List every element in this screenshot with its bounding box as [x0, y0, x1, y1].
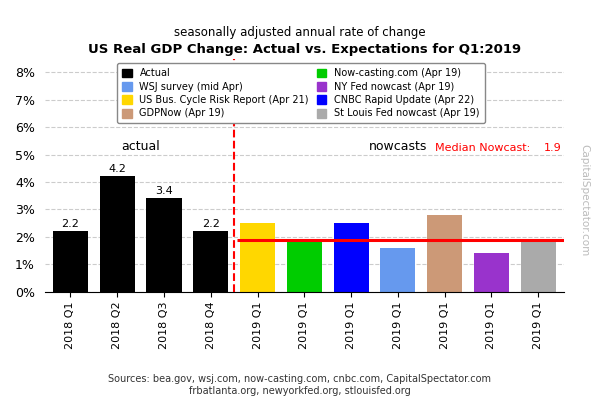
Text: Sources: bea.gov, wsj.com, now-casting.com, cnbc.com, CapitalSpectator.com
frbat: Sources: bea.gov, wsj.com, now-casting.c… — [109, 374, 491, 396]
Bar — [287, 240, 322, 292]
Text: 4.2: 4.2 — [108, 164, 126, 174]
Title: US Real GDP Change: Actual vs. Expectations for Q1:2019: US Real GDP Change: Actual vs. Expectati… — [88, 43, 521, 56]
Bar — [521, 240, 556, 292]
Bar — [380, 248, 415, 292]
Text: CapitalSpectator.com: CapitalSpectator.com — [579, 144, 589, 256]
Bar — [240, 223, 275, 292]
Bar — [53, 231, 88, 292]
Bar — [193, 231, 229, 292]
Bar — [427, 215, 462, 292]
Bar — [146, 198, 182, 292]
Text: 2.2: 2.2 — [202, 219, 220, 229]
Text: 2.2: 2.2 — [62, 219, 79, 229]
Text: seasonally adjusted annual rate of change: seasonally adjusted annual rate of chang… — [174, 26, 426, 39]
Bar — [100, 176, 135, 292]
Text: nowcasts: nowcasts — [369, 140, 427, 153]
Text: Median Nowcast:: Median Nowcast: — [434, 143, 530, 153]
Bar — [474, 253, 509, 292]
Text: actual: actual — [121, 140, 160, 153]
Legend: Actual, WSJ survey (mid Apr), US Bus. Cycle Risk Report (Apr 21), GDPNow (Apr 19: Actual, WSJ survey (mid Apr), US Bus. Cy… — [117, 64, 485, 123]
Text: 3.4: 3.4 — [155, 186, 173, 196]
Bar — [334, 223, 368, 292]
Text: 1.9: 1.9 — [544, 143, 561, 153]
